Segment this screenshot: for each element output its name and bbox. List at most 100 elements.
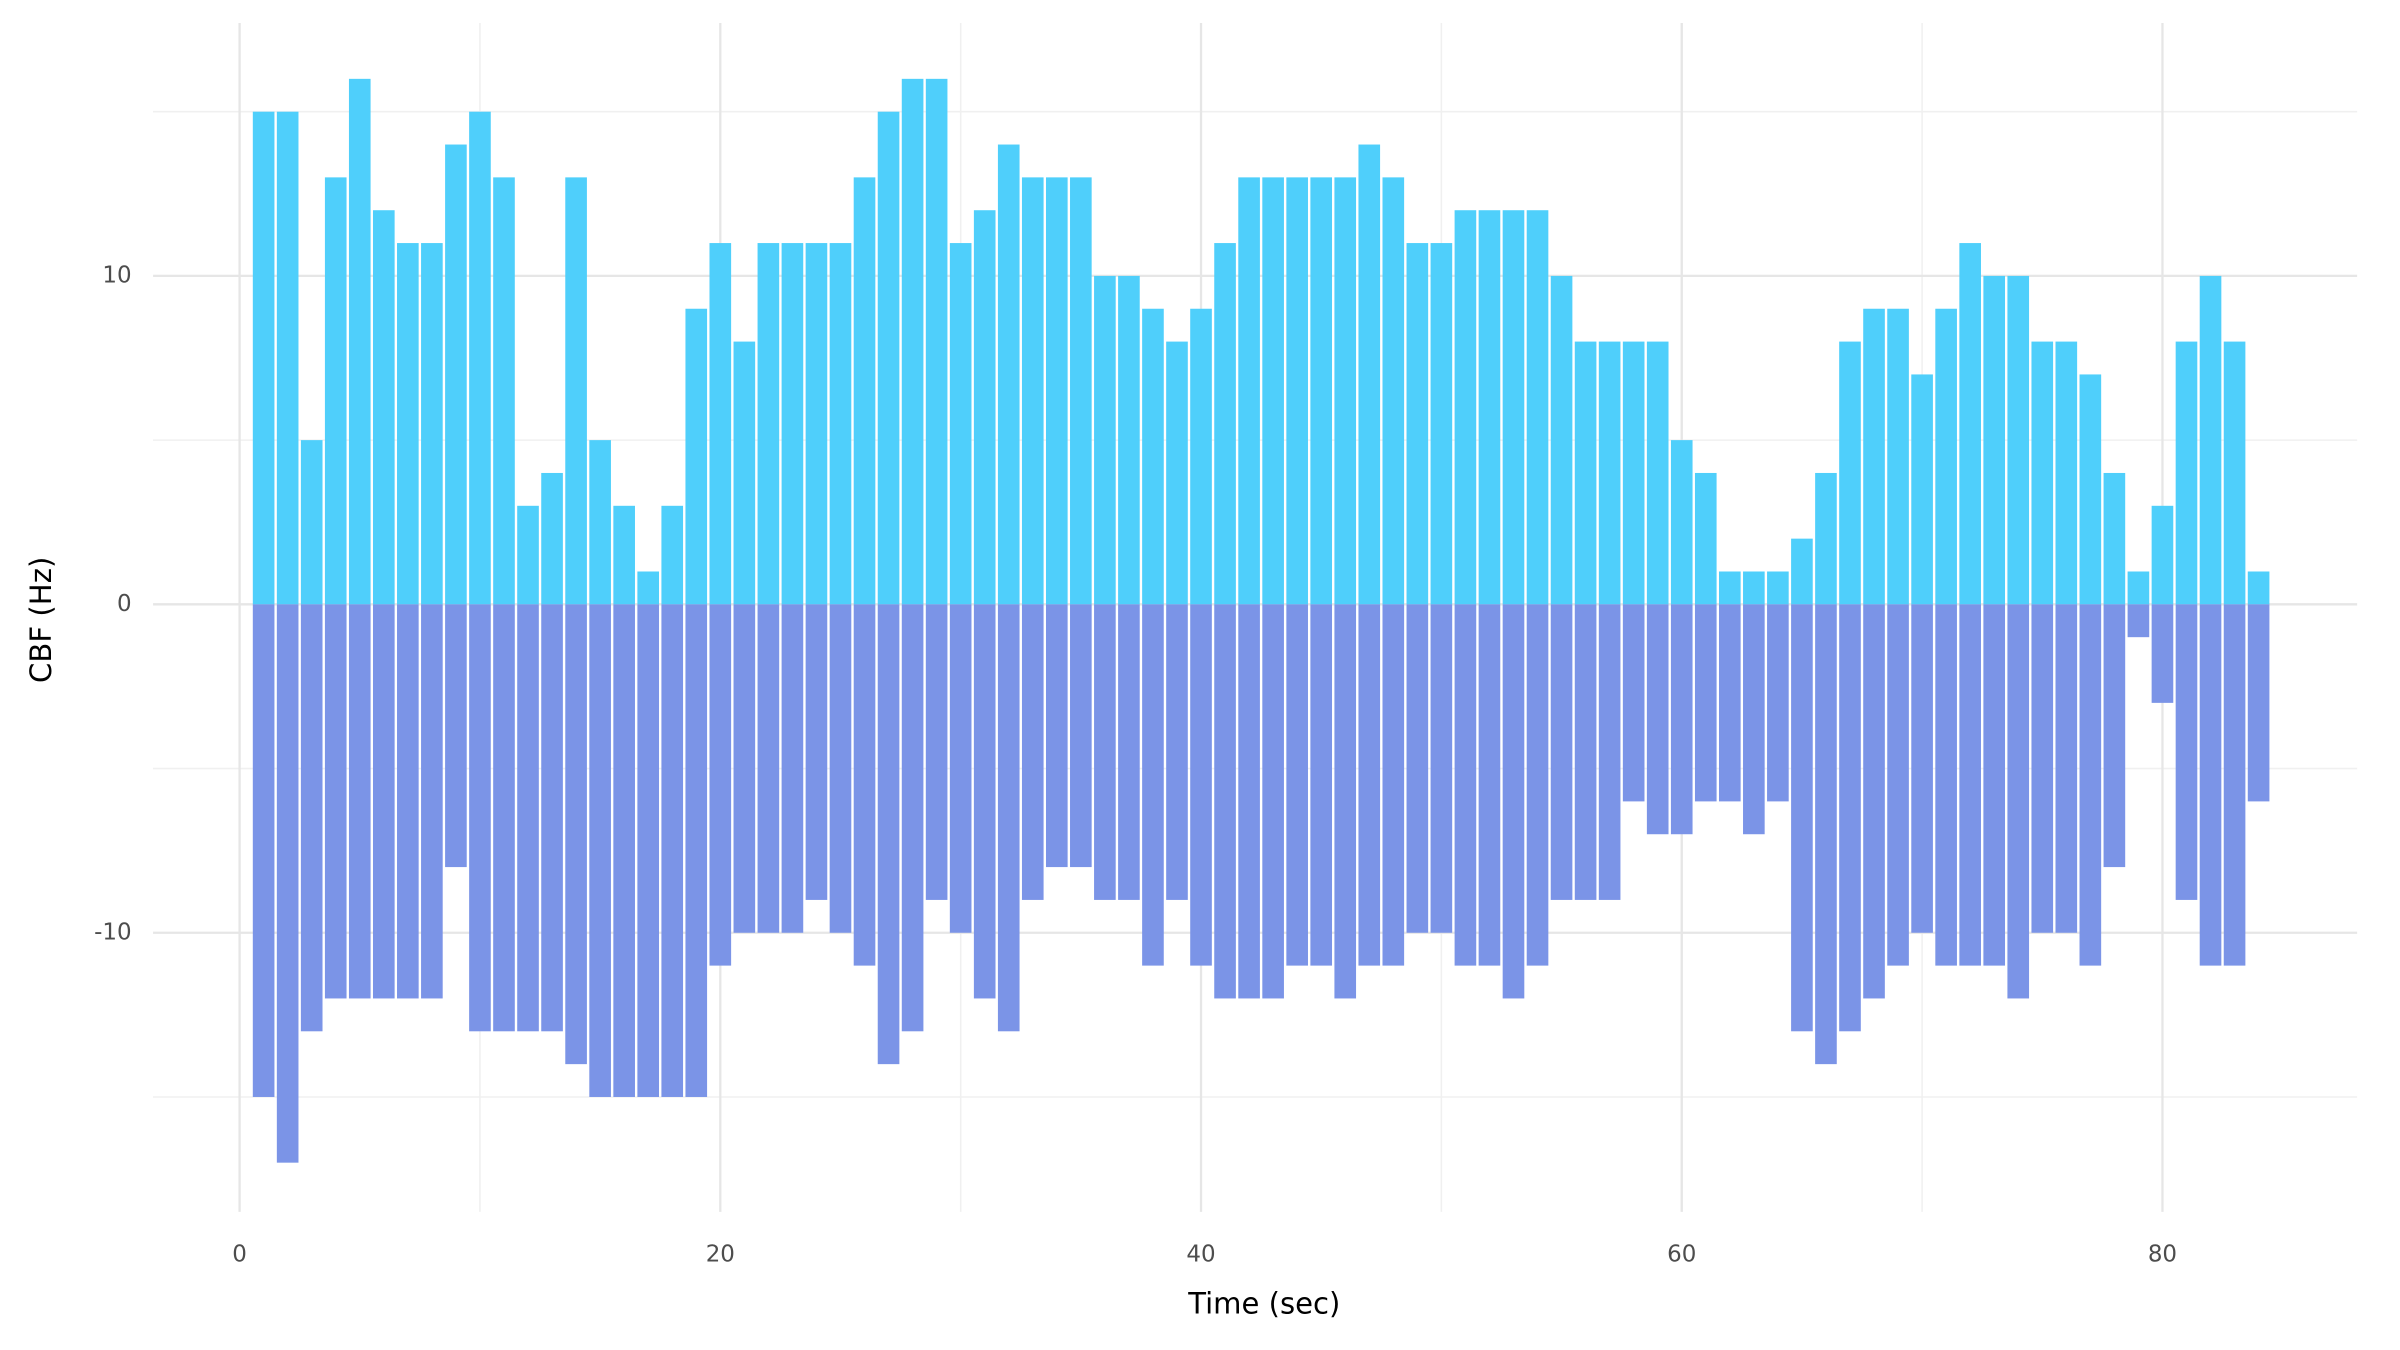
bar: [1839, 604, 1861, 1032]
bar: [469, 604, 491, 1032]
bar: [829, 604, 852, 933]
y-tick-label: 10: [102, 262, 131, 288]
bar: [1045, 604, 1068, 868]
bar: [781, 604, 804, 933]
bar: [925, 78, 948, 605]
bar: [2031, 341, 2054, 605]
bar: [541, 604, 563, 1032]
bar: [1526, 604, 1549, 966]
bar: [1646, 604, 1669, 835]
bar: [1502, 604, 1525, 999]
bar: [1021, 604, 1044, 900]
bar: [421, 243, 443, 605]
bar: [997, 604, 1020, 1032]
bar: [1454, 604, 1477, 966]
bar: [1502, 210, 1525, 605]
bar: [1262, 604, 1284, 999]
bar: [1238, 177, 1260, 605]
bar: [397, 243, 419, 605]
bar: [1430, 243, 1453, 605]
bar: [324, 177, 347, 605]
bar: [348, 78, 371, 605]
bar: [1382, 604, 1405, 966]
bar: [2055, 604, 2078, 933]
bar: [1670, 440, 1693, 605]
bar: [853, 177, 876, 605]
bar: [805, 604, 828, 900]
bar: [637, 571, 660, 605]
bar: [300, 604, 323, 1032]
bar: [1767, 604, 1789, 802]
bar: [589, 604, 611, 1097]
bar: [1166, 341, 1188, 605]
bar: [421, 604, 443, 999]
bar: [709, 604, 732, 966]
bar: [1622, 341, 1645, 605]
bar: [1694, 472, 1717, 605]
bar: [372, 210, 395, 605]
bar: [1887, 604, 1909, 966]
bar: [1166, 604, 1188, 900]
bar: [2175, 604, 2198, 900]
bar: [1286, 604, 1308, 966]
bar: [1478, 604, 1501, 966]
bar: [733, 604, 756, 933]
bar: [1526, 210, 1549, 605]
bar: [276, 604, 299, 1163]
bar: [1863, 308, 1885, 605]
bar: [2151, 604, 2174, 703]
bar: [1094, 604, 1116, 900]
bar: [2103, 472, 2126, 605]
bar: [1863, 604, 1885, 999]
bar: [757, 243, 780, 605]
bar: [2247, 571, 2270, 605]
bar: [1935, 308, 1957, 605]
bar: [877, 604, 900, 1065]
bar: [1574, 604, 1597, 900]
bar: [2007, 604, 2030, 999]
bar: [1045, 177, 1068, 605]
bar: [949, 604, 972, 933]
bar: [2103, 604, 2126, 868]
bar: [1358, 144, 1381, 605]
bar: [661, 604, 684, 1097]
bar: [1694, 604, 1717, 802]
bar: [1791, 538, 1813, 605]
bar: [1959, 604, 1981, 966]
bar: [1142, 604, 1164, 966]
bar: [1334, 177, 1357, 605]
bar: [1021, 177, 1044, 605]
bar: [1935, 604, 1957, 966]
bar: [348, 604, 371, 999]
bar: [925, 604, 948, 900]
bar: [1406, 604, 1429, 933]
bar: [276, 111, 299, 605]
bar: [1382, 177, 1405, 605]
bar: [324, 604, 347, 999]
bar: [2127, 604, 2150, 638]
bar: [493, 604, 515, 1032]
bar: [901, 78, 924, 605]
bar: [1238, 604, 1260, 999]
bar: [445, 144, 467, 605]
bar: [372, 604, 395, 999]
bar: [1478, 210, 1501, 605]
bar: [2151, 505, 2174, 605]
bar: [1118, 275, 1140, 605]
bar: [1598, 604, 1621, 900]
bar: [853, 604, 876, 966]
bar: [1406, 243, 1429, 605]
bar: [1190, 308, 1212, 605]
bar: [805, 243, 828, 605]
bar: [2007, 275, 2030, 605]
bar: [1598, 341, 1621, 605]
bar: [829, 243, 852, 605]
bar: [2079, 604, 2102, 966]
bar: [1070, 177, 1092, 605]
bar: [2055, 341, 2078, 605]
bar: [2223, 604, 2246, 966]
bar: [733, 341, 756, 605]
bar: [1718, 571, 1741, 605]
bar: [1142, 308, 1164, 605]
